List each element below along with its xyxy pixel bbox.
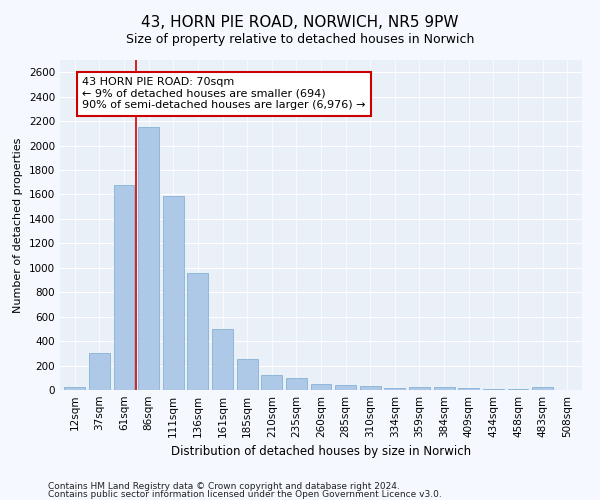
- Y-axis label: Number of detached properties: Number of detached properties: [13, 138, 23, 312]
- Bar: [360, 386, 381, 390]
- Bar: [89, 354, 110, 390]
- Bar: [187, 272, 208, 390]
- Bar: [286, 378, 307, 390]
- Text: 43, HORN PIE ROAD, NORWICH, NR5 9PW: 43, HORN PIE ROAD, NORWICH, NR5 9PW: [141, 15, 459, 30]
- Text: Size of property relative to detached houses in Norwich: Size of property relative to detached ho…: [126, 32, 474, 46]
- Bar: [163, 196, 184, 390]
- Bar: [483, 389, 504, 390]
- Bar: [434, 388, 455, 390]
- Bar: [113, 184, 134, 390]
- Bar: [138, 127, 159, 390]
- Bar: [311, 384, 331, 390]
- Bar: [236, 360, 257, 390]
- Text: Contains public sector information licensed under the Open Government Licence v3: Contains public sector information licen…: [48, 490, 442, 499]
- Text: 43 HORN PIE ROAD: 70sqm
← 9% of detached houses are smaller (694)
90% of semi-de: 43 HORN PIE ROAD: 70sqm ← 9% of detached…: [82, 77, 365, 110]
- Bar: [532, 387, 553, 390]
- Bar: [261, 376, 282, 390]
- Bar: [64, 387, 85, 390]
- Bar: [385, 388, 406, 390]
- Bar: [335, 385, 356, 390]
- Bar: [458, 388, 479, 390]
- Bar: [409, 387, 430, 390]
- X-axis label: Distribution of detached houses by size in Norwich: Distribution of detached houses by size …: [171, 446, 471, 458]
- Bar: [212, 329, 233, 390]
- Text: Contains HM Land Registry data © Crown copyright and database right 2024.: Contains HM Land Registry data © Crown c…: [48, 482, 400, 491]
